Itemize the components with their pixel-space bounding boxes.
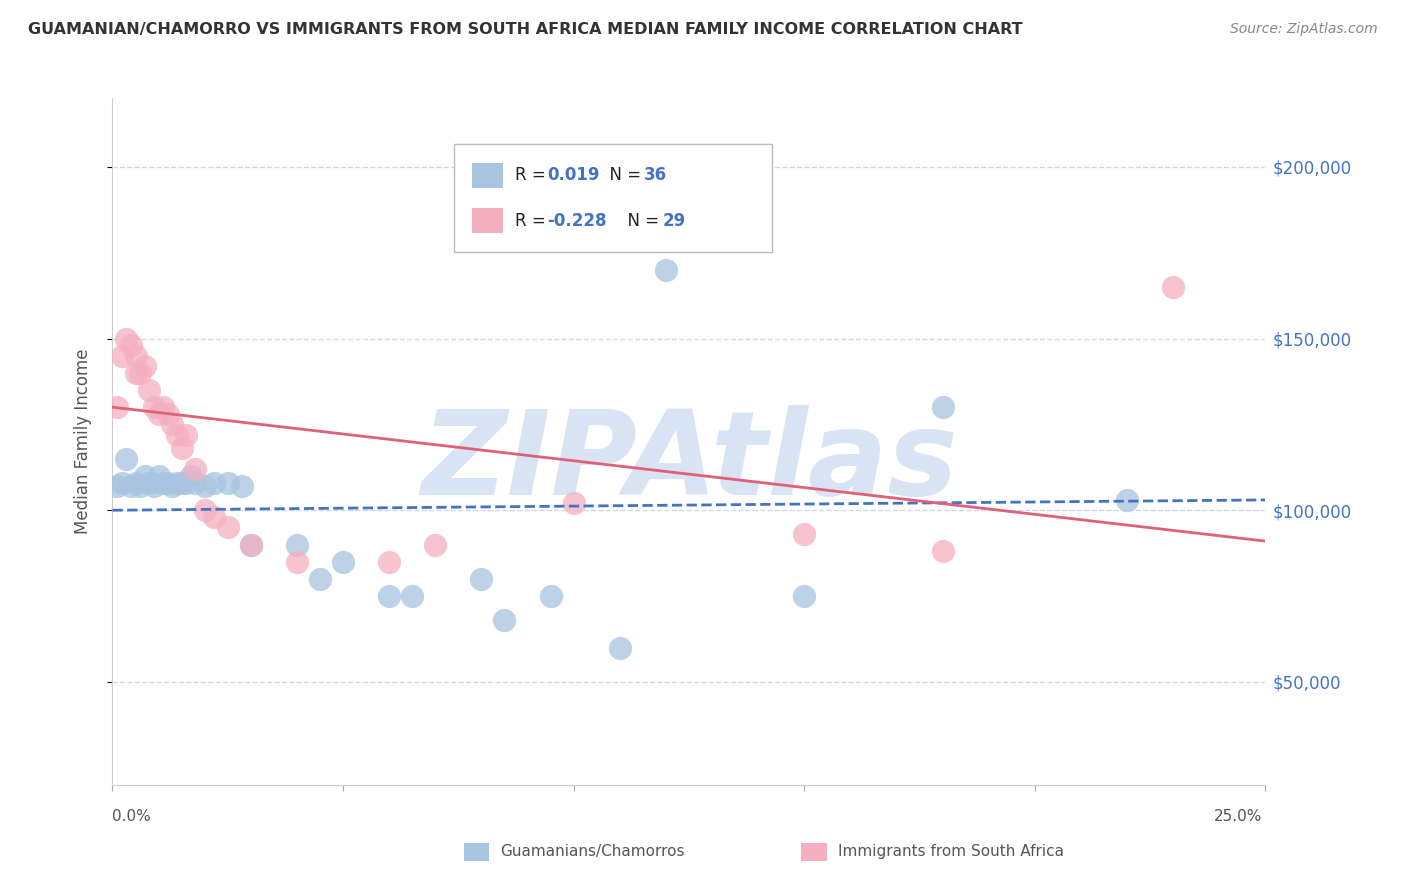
Point xyxy=(174,427,197,442)
Point xyxy=(174,475,197,490)
Point xyxy=(166,475,188,490)
Text: ZIPAtlas: ZIPAtlas xyxy=(420,405,957,520)
Point xyxy=(931,400,953,414)
Text: Immigrants from South Africa: Immigrants from South Africa xyxy=(838,845,1064,859)
Point xyxy=(425,537,447,551)
Point xyxy=(285,555,308,569)
Point xyxy=(148,407,170,421)
Text: R =: R = xyxy=(515,211,551,229)
Point xyxy=(124,366,146,380)
Point xyxy=(115,331,138,345)
Point xyxy=(931,544,953,558)
Point xyxy=(1116,492,1139,507)
Point xyxy=(239,537,262,551)
Text: 36: 36 xyxy=(644,167,666,185)
Point xyxy=(378,589,401,603)
Point xyxy=(184,462,207,476)
Point xyxy=(170,475,193,490)
Point xyxy=(105,479,128,493)
Point xyxy=(285,537,308,551)
Point xyxy=(1161,280,1184,294)
Point xyxy=(115,451,138,466)
Point xyxy=(194,479,217,493)
Point xyxy=(148,469,170,483)
Text: Source: ZipAtlas.com: Source: ZipAtlas.com xyxy=(1230,22,1378,37)
Point xyxy=(138,475,160,490)
Point xyxy=(156,407,179,421)
Text: 0.019: 0.019 xyxy=(547,167,599,185)
Text: 0.0%: 0.0% xyxy=(112,809,152,823)
Point xyxy=(111,475,134,490)
Point xyxy=(194,503,217,517)
Point xyxy=(184,475,207,490)
Point xyxy=(143,479,166,493)
Point xyxy=(152,400,174,414)
Point xyxy=(217,520,239,534)
Text: N =: N = xyxy=(599,167,647,185)
Point xyxy=(231,479,253,493)
Text: 25.0%: 25.0% xyxy=(1215,809,1263,823)
Point xyxy=(156,475,179,490)
Text: 29: 29 xyxy=(662,211,686,229)
Text: N =: N = xyxy=(617,211,665,229)
Text: R =: R = xyxy=(515,167,551,185)
Point xyxy=(105,400,128,414)
Point xyxy=(166,427,188,442)
Point xyxy=(239,537,262,551)
Point xyxy=(138,383,160,397)
Point xyxy=(134,469,156,483)
Point xyxy=(152,475,174,490)
Point xyxy=(134,359,156,373)
Point xyxy=(129,366,152,380)
Y-axis label: Median Family Income: Median Family Income xyxy=(73,349,91,534)
Point xyxy=(143,400,166,414)
Point xyxy=(120,338,142,352)
Point xyxy=(470,572,492,586)
Point xyxy=(332,555,354,569)
Point xyxy=(202,510,225,524)
Point xyxy=(124,349,146,363)
Point xyxy=(129,479,152,493)
Point xyxy=(562,496,585,510)
Point xyxy=(609,640,631,655)
Point xyxy=(793,527,815,541)
Point xyxy=(170,442,193,456)
Point xyxy=(401,589,423,603)
Text: -0.228: -0.228 xyxy=(547,211,606,229)
Point xyxy=(120,479,142,493)
Text: Guamanians/Chamorros: Guamanians/Chamorros xyxy=(501,845,685,859)
Point xyxy=(378,555,401,569)
Point xyxy=(124,475,146,490)
Point xyxy=(309,572,332,586)
Point xyxy=(202,475,225,490)
Point xyxy=(655,262,678,277)
Point xyxy=(217,475,239,490)
Point xyxy=(180,469,202,483)
Text: GUAMANIAN/CHAMORRO VS IMMIGRANTS FROM SOUTH AFRICA MEDIAN FAMILY INCOME CORRELAT: GUAMANIAN/CHAMORRO VS IMMIGRANTS FROM SO… xyxy=(28,22,1022,37)
Point xyxy=(162,417,184,432)
Point xyxy=(111,349,134,363)
Point xyxy=(162,479,184,493)
Point xyxy=(793,589,815,603)
Point xyxy=(494,613,516,627)
Point xyxy=(540,589,562,603)
